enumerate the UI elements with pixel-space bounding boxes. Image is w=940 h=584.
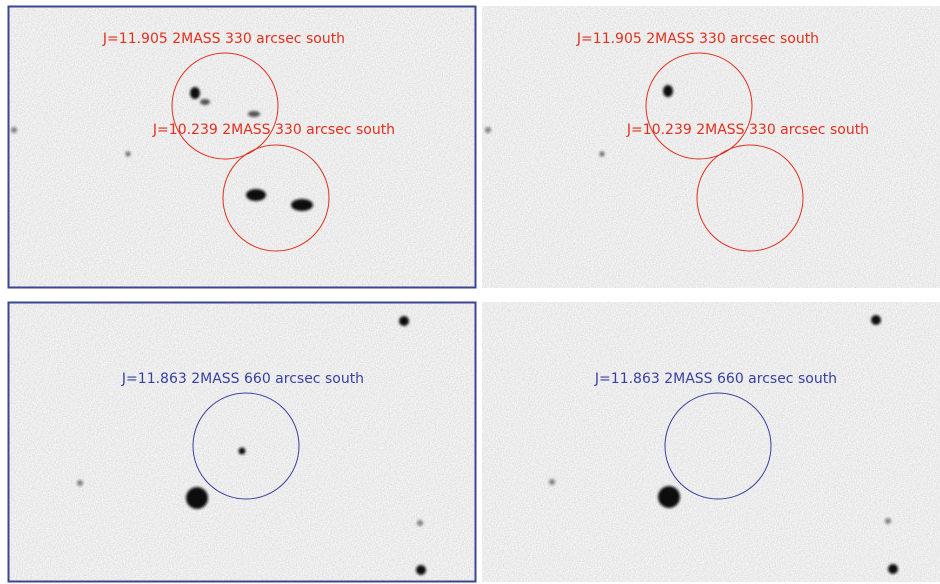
marker-circle xyxy=(645,52,753,160)
marker-circle xyxy=(696,144,804,252)
image-panel xyxy=(482,302,940,582)
label: J=10.239 2MASS 330 arcsec south xyxy=(152,122,395,138)
image-panel xyxy=(482,6,940,288)
label: J=11.863 2MASS 660 arcsec south xyxy=(594,371,837,387)
label: J=11.863 2MASS 660 arcsec south xyxy=(121,371,364,387)
stars xyxy=(77,315,898,575)
label: J=10.239 2MASS 330 arcsec south xyxy=(626,122,869,138)
stars xyxy=(11,85,673,211)
marker-circle xyxy=(222,144,330,252)
panel-border xyxy=(7,5,477,289)
label: J=11.905 2MASS 330 arcsec south xyxy=(102,31,345,47)
image-panel xyxy=(8,302,476,582)
label: J=11.905 2MASS 330 arcsec south xyxy=(576,31,819,47)
panel-border xyxy=(7,301,477,583)
marker-circle xyxy=(664,392,772,500)
image-panel xyxy=(8,6,476,288)
marker-circle xyxy=(171,52,279,160)
marker-circle xyxy=(192,392,300,500)
